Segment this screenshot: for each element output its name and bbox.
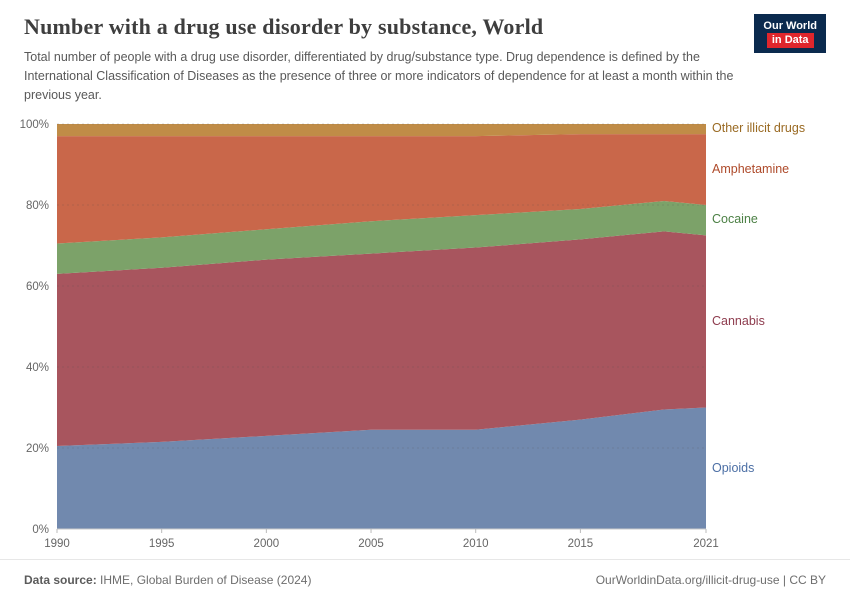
y-tick-label: 80% xyxy=(26,200,49,212)
series-area-other-illicit-drugs[interactable] xyxy=(57,124,706,137)
owid-logo-line2: in Data xyxy=(766,33,814,48)
x-tick-label: 2015 xyxy=(568,538,594,550)
x-tick-label: 1990 xyxy=(44,538,70,550)
series-label-amphetamine: Amphetamine xyxy=(712,161,790,176)
x-tick-label: 2005 xyxy=(358,538,384,550)
owid-logo-line1: Our World xyxy=(763,20,817,32)
stacked-area-chart-canvas[interactable]: 0% 20% 40% 60% 80% 100% 1990 1995 2000 2005 2010 20… xyxy=(0,114,850,554)
series-label-cannabis: Cannabis xyxy=(712,313,765,328)
series-area-cocaine[interactable] xyxy=(57,201,706,275)
chart-subtitle: Total number of people with a drug use d… xyxy=(24,50,734,102)
y-tick-label: 20% xyxy=(26,443,49,455)
data-source: Data source: IHME, Global Burden of Dise… xyxy=(24,573,311,587)
series-area-amphetamine[interactable] xyxy=(57,134,706,244)
series-label-cocaine: Cocaine xyxy=(712,212,758,227)
page-title: Number with a drug use disorder by subst… xyxy=(24,14,544,39)
footer: Data source: IHME, Global Burden of Dise… xyxy=(0,559,850,600)
y-tick-label: 60% xyxy=(26,281,49,293)
data-source-text: IHME, Global Burden of Disease (2024) xyxy=(96,573,312,587)
series-label-opioids: Opioids xyxy=(712,460,755,475)
owid-logo[interactable]: Our World in Data xyxy=(754,14,826,53)
y-tick-label: 40% xyxy=(26,362,49,374)
x-tick-label: 2010 xyxy=(463,538,489,550)
y-tick-label: 0% xyxy=(32,524,49,536)
series-label-other-illicit-drugs: Other illicit drugs xyxy=(712,121,806,136)
chart-area: 0% 20% 40% 60% 80% 100% 1990 1995 2000 2005 2010 20… xyxy=(0,114,850,554)
title-block: Number with a drug use disorder by subst… xyxy=(24,14,739,104)
data-source-label: Data source: xyxy=(24,573,97,587)
series-area-cannabis[interactable] xyxy=(57,231,706,447)
x-tick-label: 2021 xyxy=(693,538,719,550)
credit-link[interactable]: OurWorldinData.org/illicit-drug-use | CC… xyxy=(595,573,826,587)
series-area-opioids[interactable] xyxy=(57,407,706,530)
x-tick-label: 2000 xyxy=(254,538,280,550)
y-tick-label: 100% xyxy=(20,119,49,131)
x-tick-label: 1995 xyxy=(149,538,175,550)
header: Number with a drug use disorder by subst… xyxy=(0,0,850,104)
